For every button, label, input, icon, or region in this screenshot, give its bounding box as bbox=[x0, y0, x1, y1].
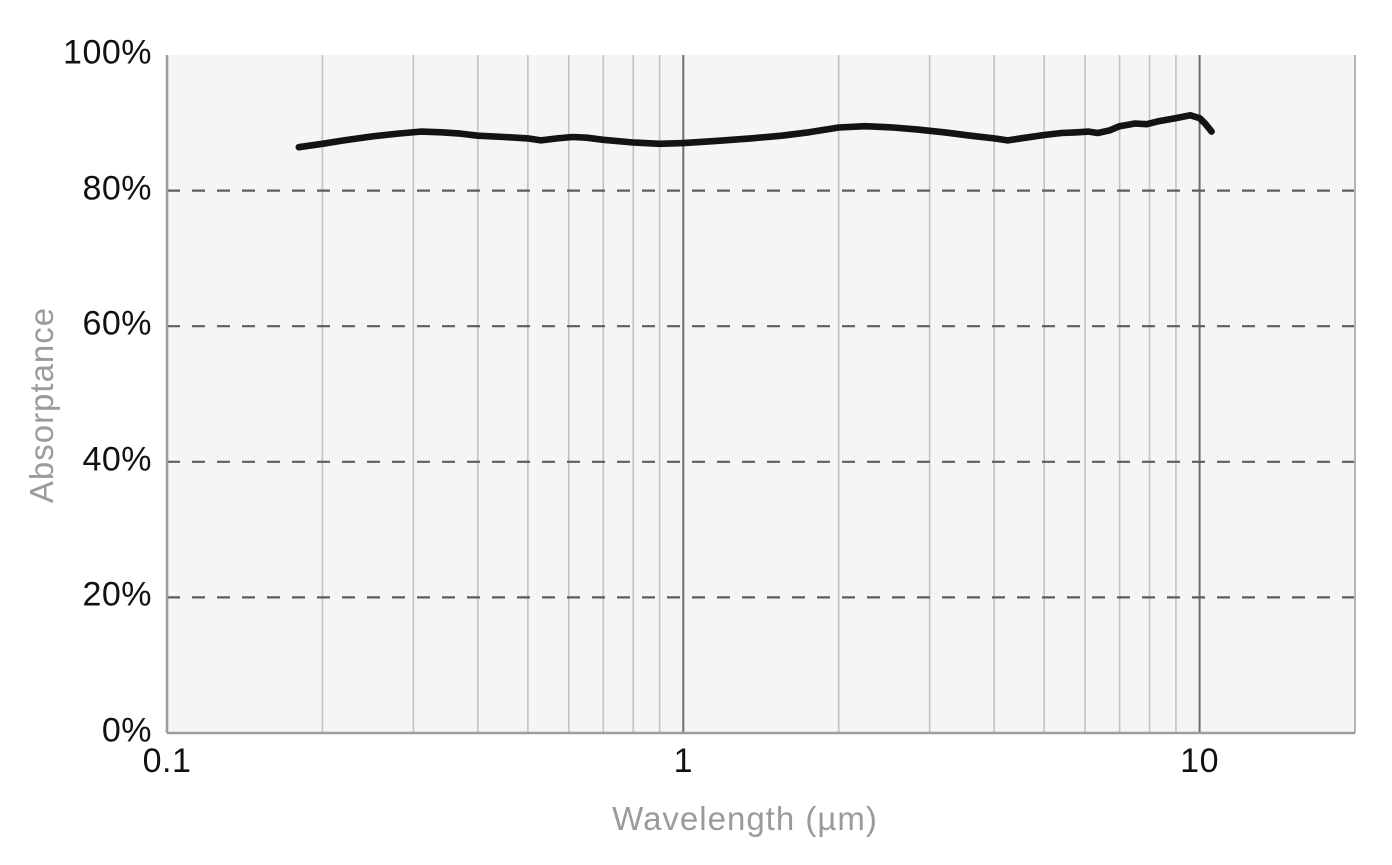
x-tick-label: 1 bbox=[673, 742, 693, 780]
y-tick-label: 20% bbox=[82, 575, 152, 614]
x-tick-label: 10 bbox=[1180, 742, 1219, 780]
y-tick-label: 80% bbox=[82, 169, 152, 208]
plot-area bbox=[167, 55, 1355, 733]
absorptance-line bbox=[295, 112, 1215, 151]
y-tick-label: 0% bbox=[101, 711, 152, 750]
x-tick-label: 0.1 bbox=[142, 742, 192, 780]
y-tick-label: 40% bbox=[82, 440, 152, 479]
y-tick-label: 100% bbox=[63, 33, 152, 72]
y-tick-label: 60% bbox=[82, 304, 152, 343]
y-axis-title: Absorptance bbox=[23, 306, 60, 504]
x-axis-title: Wavelength (µm) bbox=[612, 800, 878, 837]
